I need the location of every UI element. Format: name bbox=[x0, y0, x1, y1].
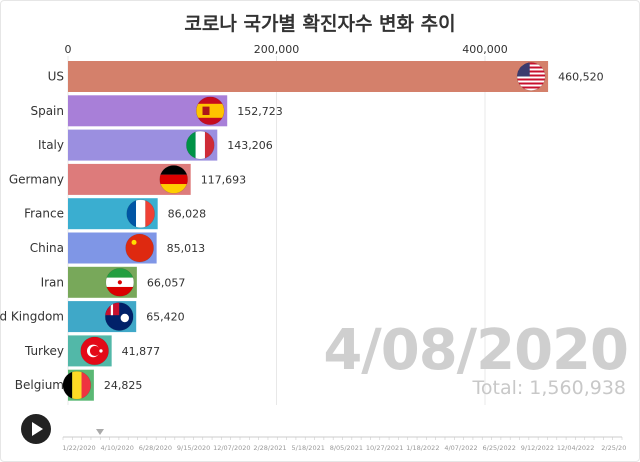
x-tick-label: 0 bbox=[65, 43, 72, 56]
category-label: Turkey bbox=[24, 344, 64, 358]
bar-row: Spain 152,723 bbox=[30, 95, 283, 127]
current-date: 4/08/2020 bbox=[323, 318, 629, 383]
timeline-label: 9/12/2022 bbox=[521, 444, 554, 452]
timeline-label: 10/27/2021 bbox=[366, 444, 403, 452]
germany-flag-icon bbox=[159, 165, 188, 194]
category-label: Germany bbox=[9, 172, 64, 186]
category-label: Belgium bbox=[15, 378, 64, 392]
value-label: 65,420 bbox=[146, 311, 185, 324]
category-label: China bbox=[30, 241, 64, 255]
bar-row: Italy 143,206 bbox=[38, 129, 273, 161]
value-label: 143,206 bbox=[227, 139, 272, 152]
total-label: Total: bbox=[472, 377, 524, 399]
bar-row: China 85,013 bbox=[30, 232, 206, 264]
timeline-label: 5/18/2021 bbox=[292, 444, 325, 452]
italy-flag-icon bbox=[185, 130, 215, 160]
bar-row: Turkey 41,877 bbox=[24, 335, 161, 367]
total-value: 1,560,938 bbox=[529, 377, 626, 399]
value-label: 117,693 bbox=[201, 173, 247, 186]
bar-row: Germany 117,693 bbox=[9, 163, 247, 195]
timeline-label: 4/10/2020 bbox=[101, 444, 134, 452]
turkey-flag-icon bbox=[80, 336, 109, 366]
timeline-label: 9/15/2020 bbox=[177, 444, 210, 452]
timeline-label: 12/04/2022 bbox=[557, 444, 594, 452]
category-label: France bbox=[24, 207, 64, 221]
iran-flag-icon bbox=[105, 267, 135, 297]
timeline-label: 8/05/2021 bbox=[330, 444, 363, 452]
timeline-label: 4/07/2022 bbox=[444, 444, 477, 452]
play-button[interactable] bbox=[21, 414, 51, 444]
value-label: 85,013 bbox=[167, 242, 206, 255]
china-flag-icon bbox=[125, 233, 154, 263]
chart-title: 코로나 국가별 확진자수 변화 추이 bbox=[184, 13, 456, 35]
x-tick-label: 200,000 bbox=[254, 43, 300, 56]
value-label: 152,723 bbox=[237, 105, 283, 118]
bar-row: US 460,520 bbox=[48, 61, 604, 92]
belgium-flag-icon bbox=[62, 370, 92, 400]
bar-row: d Kingdom 65,420 bbox=[0, 301, 185, 333]
bar-row: France 86,028 bbox=[24, 198, 207, 230]
timeline-label: 1/22/2020 bbox=[62, 444, 95, 452]
category-label: Italy bbox=[38, 138, 64, 152]
total-readout: Total: 1,560,938 bbox=[473, 377, 626, 399]
value-label: 41,877 bbox=[122, 345, 161, 358]
us-flag-icon bbox=[516, 62, 546, 91]
x-tick-label: 400,000 bbox=[462, 43, 508, 56]
play-icon bbox=[32, 422, 43, 436]
category-label: d Kingdom bbox=[0, 310, 64, 324]
bar-row: Belgium 24,825 bbox=[15, 369, 143, 401]
timeline-label: 2/28/2021 bbox=[253, 444, 286, 452]
timeline-handle[interactable] bbox=[96, 429, 104, 435]
spain-flag-icon bbox=[195, 96, 225, 126]
value-label: 460,520 bbox=[558, 71, 604, 84]
category-label: Iran bbox=[41, 275, 64, 289]
value-label: 66,057 bbox=[147, 276, 186, 289]
value-label: 86,028 bbox=[168, 208, 207, 221]
uk-flag-icon bbox=[104, 302, 134, 331]
timeline-label: 2/25/20 bbox=[601, 444, 626, 452]
timeline-label: 12/07/2020 bbox=[213, 444, 250, 452]
timeline-label: 6/25/2022 bbox=[483, 444, 516, 452]
category-label: Spain bbox=[30, 104, 64, 118]
france-flag-icon bbox=[126, 199, 155, 228]
timeline-label: 6/28/2020 bbox=[139, 444, 172, 452]
timeline-label: 1/18/2022 bbox=[406, 444, 439, 452]
bar bbox=[68, 61, 549, 92]
category-label: US bbox=[48, 70, 64, 84]
bar-row: Iran 66,057 bbox=[41, 266, 186, 298]
value-label: 24,825 bbox=[104, 379, 143, 392]
